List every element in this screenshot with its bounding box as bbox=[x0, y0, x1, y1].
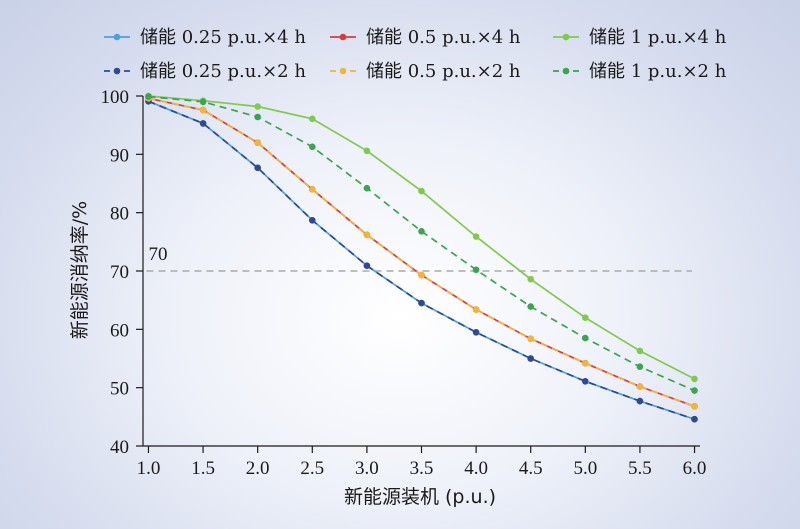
legend-label: 储能 0.5 p.u.×4 h bbox=[366, 27, 521, 48]
data-point bbox=[582, 334, 589, 342]
y-tick-label: 50 bbox=[110, 379, 129, 400]
data-point bbox=[636, 347, 644, 355]
data-point bbox=[309, 217, 316, 224]
x-tick-label: 5.5 bbox=[628, 458, 652, 479]
data-point bbox=[582, 314, 589, 322]
data-point bbox=[254, 113, 261, 121]
legend-label: 储能 1 p.u.×2 h bbox=[589, 61, 727, 82]
data-point bbox=[363, 262, 371, 270]
y-tick-label: 70 bbox=[110, 262, 129, 283]
data-point bbox=[254, 139, 261, 146]
data-point bbox=[309, 143, 316, 151]
data-point bbox=[527, 275, 534, 283]
legend-label: 储能 1 p.u.×4 h bbox=[589, 27, 727, 48]
series-line bbox=[148, 100, 695, 421]
data-point bbox=[145, 93, 152, 100]
x-tick-label: 4.5 bbox=[519, 458, 543, 479]
data-point bbox=[472, 329, 480, 336]
y-tick-label: 40 bbox=[110, 437, 129, 458]
data-point bbox=[309, 186, 316, 193]
data-point bbox=[691, 403, 698, 410]
legend-swatch-marker bbox=[113, 67, 121, 75]
y-tick-label: 80 bbox=[110, 204, 129, 225]
x-tick-label: 5.0 bbox=[573, 458, 597, 479]
data-point bbox=[527, 335, 534, 343]
data-point bbox=[418, 271, 425, 279]
data-point bbox=[418, 228, 425, 235]
legend: 储能 0.25 p.u.×4 h 储能 0.5 p.u.×4 h 储能 1 p.u.… bbox=[104, 27, 727, 82]
series-line bbox=[148, 100, 695, 421]
data-point bbox=[582, 378, 589, 385]
x-tick-label: 1.5 bbox=[191, 458, 215, 479]
y-tick-label: 90 bbox=[110, 145, 129, 166]
y-axis-title: 新能源消纳率/% bbox=[69, 201, 91, 339]
x-tick-label: 2.5 bbox=[300, 458, 324, 479]
x-tick-label: 6.0 bbox=[683, 458, 707, 479]
data-point bbox=[691, 375, 698, 383]
x-tick-label: 3.0 bbox=[355, 458, 379, 479]
data-point bbox=[527, 355, 534, 362]
data-point bbox=[636, 397, 644, 405]
y-ticks: 40 50 60 70 80 90 100 bbox=[101, 87, 143, 458]
data-point bbox=[199, 106, 207, 114]
data-point bbox=[472, 233, 480, 240]
data-point bbox=[636, 363, 644, 371]
data-point bbox=[363, 231, 371, 239]
data-point bbox=[527, 303, 534, 310]
data-point bbox=[363, 147, 371, 155]
legend-swatch-marker bbox=[562, 67, 570, 75]
data-point bbox=[472, 306, 480, 313]
data-point bbox=[582, 359, 589, 367]
data-point bbox=[636, 383, 644, 390]
reference-line-group: 70 bbox=[146, 244, 692, 272]
data-point bbox=[363, 184, 371, 192]
legend-swatch-marker bbox=[339, 33, 347, 41]
legend-label: 储能 0.25 p.u.×2 h bbox=[140, 61, 306, 82]
legend-label: 储能 0.5 p.u.×2 h bbox=[366, 61, 521, 82]
legend-swatch-marker bbox=[562, 33, 570, 41]
x-ticks: 1.0 1.5 2.0 2.5 3.0 3.5 4.0 4.5 5.0 5.5 6.0 bbox=[137, 446, 707, 479]
data-point bbox=[418, 187, 425, 195]
x-tick-label: 4.0 bbox=[464, 458, 488, 479]
data-point bbox=[472, 266, 480, 274]
legend-swatch-marker bbox=[113, 33, 121, 41]
x-tick-label: 2.0 bbox=[246, 458, 270, 479]
x-tick-label: 3.5 bbox=[410, 458, 434, 479]
legend-label: 储能 0.25 p.u.×4 h bbox=[140, 27, 306, 48]
data-point bbox=[254, 103, 261, 110]
data-point bbox=[309, 115, 316, 123]
y-tick-label: 60 bbox=[110, 320, 129, 341]
data-point bbox=[254, 164, 261, 172]
series-line bbox=[148, 95, 695, 380]
x-axis-title: 新能源装机 (p.u.) bbox=[344, 486, 496, 508]
y-tick-label: 100 bbox=[101, 87, 130, 108]
series-line bbox=[148, 95, 695, 392]
legend-swatch-marker bbox=[339, 67, 347, 75]
reference-line-label: 70 bbox=[148, 244, 167, 265]
data-point bbox=[199, 98, 207, 106]
series-group bbox=[145, 92, 698, 423]
series-line bbox=[148, 97, 695, 408]
data-point bbox=[691, 415, 698, 423]
data-point bbox=[418, 299, 425, 307]
x-tick-label: 1.0 bbox=[137, 458, 161, 479]
series-line bbox=[148, 97, 695, 408]
data-point bbox=[691, 387, 698, 394]
data-point bbox=[199, 120, 207, 127]
